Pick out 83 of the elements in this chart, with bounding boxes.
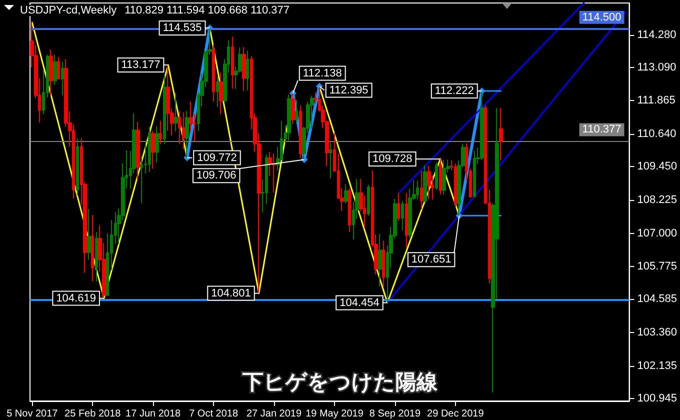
y-tick-label: 108.225 — [637, 194, 678, 206]
x-tick-label: 7 Oct 2018 — [189, 408, 238, 420]
x-tick-label: 5 Nov 2017 — [6, 408, 58, 420]
annotation: 107.651 — [411, 254, 452, 266]
y-tick-label: 113.090 — [637, 61, 676, 74]
candlestick — [348, 188, 351, 232]
candlestick — [473, 150, 476, 198]
annotation: 112.395 — [329, 84, 368, 96]
candlestick — [454, 163, 457, 208]
candlestick — [57, 56, 60, 80]
annotation: 下ヒゲをつけた陽線 — [242, 370, 438, 394]
candlestick — [246, 50, 249, 92]
y-tick-label: 110.640 — [637, 128, 676, 140]
candlestick — [148, 126, 151, 172]
candlestick — [405, 192, 408, 248]
annotation: 109.728 — [372, 152, 412, 165]
x-tick-label: 25 Feb 2018 — [64, 408, 122, 420]
candlestick — [163, 74, 166, 144]
annotation: 112.138 — [302, 67, 342, 80]
candlestick — [219, 72, 223, 114]
candlestick — [344, 184, 348, 204]
candlestick — [397, 192, 400, 222]
candlestick — [272, 152, 276, 193]
y-tick-label: 107.000 — [637, 227, 678, 240]
candlestick — [231, 36, 234, 90]
x-tick-label: 17 Jun 2018 — [126, 408, 182, 420]
candlestick — [401, 200, 404, 231]
candlestick — [91, 214, 94, 282]
ref-line-label: 114.500 — [582, 11, 622, 24]
candlestick — [151, 130, 155, 170]
candlestick — [310, 95, 314, 129]
annotation: 104.619 — [56, 292, 96, 304]
candlestick — [49, 48, 53, 97]
candlestick — [442, 159, 446, 196]
x-tick-label: 8 Sep 2019 — [369, 408, 421, 420]
candlestick — [95, 231, 98, 282]
candlestick — [174, 92, 178, 132]
annotation: 113.177 — [121, 58, 160, 71]
candlestick — [420, 170, 423, 210]
y-tick-label: 100.945 — [637, 392, 678, 404]
candlestick — [295, 100, 298, 123]
candlestick — [76, 138, 79, 196]
candlestick — [182, 112, 185, 150]
chart-title: USDJPY-cd,Weekly — [20, 4, 118, 16]
y-tick-label: 111.865 — [637, 94, 676, 107]
candlestick — [435, 162, 438, 191]
y-tick-label: 102.135 — [637, 360, 678, 372]
candlestick — [136, 121, 140, 181]
y-tick-label: 105.775 — [637, 260, 678, 273]
candlestick — [216, 76, 219, 108]
candlestick — [299, 105, 302, 159]
candlestick — [416, 180, 419, 200]
candlestick — [329, 142, 332, 179]
candlestick — [155, 126, 159, 163]
candlestick — [53, 54, 57, 86]
candlestick — [439, 158, 442, 195]
x-tick-label: 19 May 2019 — [306, 408, 364, 420]
y-tick-label: 109.450 — [637, 160, 678, 173]
annotation: 109.772 — [197, 152, 237, 164]
chart-subtitle: 110.829 111.594 109.668 110.377 — [124, 4, 290, 16]
candlestick — [287, 94, 291, 142]
y-tick-label: 103.360 — [637, 326, 678, 339]
ref-line-label: 110.377 — [582, 124, 622, 136]
candlestick — [87, 208, 91, 260]
candlestick — [382, 240, 385, 288]
x-tick-label: 29 Dec 2019 — [427, 408, 484, 420]
annotation: 104.801 — [211, 287, 251, 300]
candlestick — [499, 108, 503, 162]
candlestick — [242, 46, 246, 92]
annotation: 114.535 — [162, 22, 202, 34]
candlestick — [61, 61, 64, 96]
candlestick — [378, 233, 382, 288]
x-tick-label: 27 Jan 2019 — [246, 408, 302, 420]
annotation: 104.454 — [340, 296, 380, 309]
candlestick — [159, 120, 162, 145]
candlestick — [427, 165, 431, 200]
annotation: 112.222 — [434, 84, 474, 97]
annotation: 109.706 — [196, 170, 236, 182]
candlestick — [212, 44, 215, 102]
y-tick-label: 104.585 — [637, 293, 678, 306]
y-tick-label: 114.280 — [637, 28, 676, 41]
candlestick — [367, 184, 370, 216]
candlestick — [423, 164, 427, 202]
